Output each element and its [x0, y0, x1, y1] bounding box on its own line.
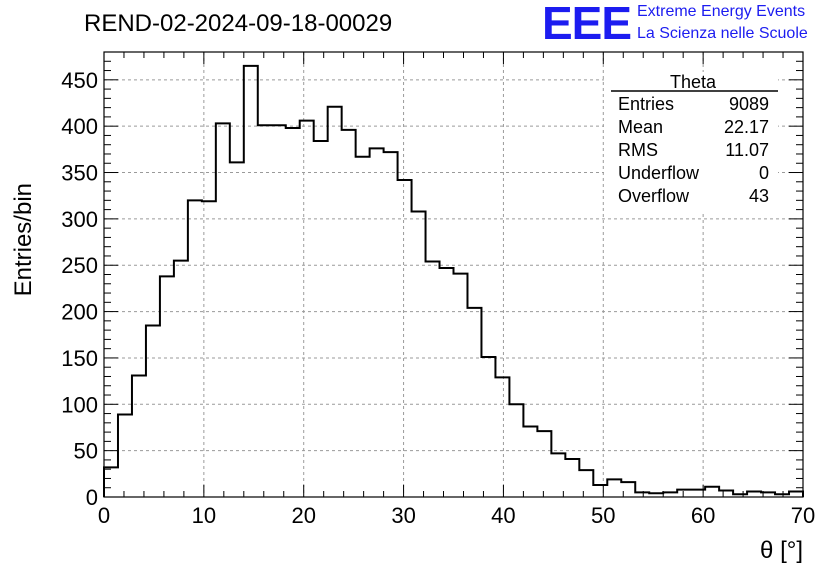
logo-subtitle-line1: Extreme Energy Events — [637, 3, 806, 20]
run-title: REND-02-2024-09-18-00029 — [84, 10, 393, 37]
eee-logo: EEE — [542, 0, 632, 49]
y-tick-label: 300 — [61, 207, 98, 232]
stats-row-value: 9089 — [729, 94, 769, 114]
stats-row-label: Underflow — [618, 163, 700, 183]
stats-row-value: 11.07 — [725, 140, 769, 160]
x-tick-label: 70 — [791, 503, 815, 528]
stats-row-label: Entries — [618, 94, 674, 114]
y-tick-label: 250 — [61, 253, 98, 278]
x-tick-label: 20 — [291, 503, 315, 528]
x-tick-label: 10 — [192, 503, 216, 528]
stats-title: Theta — [670, 72, 717, 92]
x-tick-label: 50 — [591, 503, 615, 528]
stats-row-label: Mean — [618, 117, 663, 137]
logo-subtitle-line2: La Scienza nelle Scuole — [637, 25, 808, 42]
x-tick-label: 60 — [691, 503, 715, 528]
stats-row-label: RMS — [618, 140, 658, 160]
x-tick-label: 30 — [391, 503, 415, 528]
y-tick-label: 450 — [61, 68, 98, 93]
y-tick-label: 350 — [61, 161, 98, 186]
histogram-series — [103, 64, 804, 497]
stats-row-value: 43 — [749, 186, 769, 206]
x-axis-label: θ [°] — [760, 537, 803, 564]
y-tick-label: 150 — [61, 346, 98, 371]
y-tick-label: 400 — [61, 114, 98, 139]
y-axis-label: Entries/bin — [10, 183, 37, 296]
x-tick-labels: 0 10 20 30 40 50 60 70 — [98, 503, 815, 528]
stats-row-value: 22.17 — [724, 117, 769, 137]
y-tick-labels: 0 50 100 150 200 250 300 350 400 450 — [61, 68, 98, 510]
x-tick-label: 40 — [491, 503, 515, 528]
axis-ticks — [103, 51, 804, 498]
y-tick-label: 0 — [86, 485, 98, 510]
x-tick-label: 0 — [98, 503, 110, 528]
y-tick-label: 50 — [74, 439, 98, 464]
stats-row-value: 0 — [759, 163, 769, 183]
y-tick-label: 200 — [61, 300, 98, 325]
stats-box: Theta Entries 9089 Mean 22.17 RMS 11.07 Underf… — [604, 72, 778, 212]
y-tick-label: 100 — [61, 392, 98, 417]
stats-row-label: Overflow — [618, 186, 690, 206]
